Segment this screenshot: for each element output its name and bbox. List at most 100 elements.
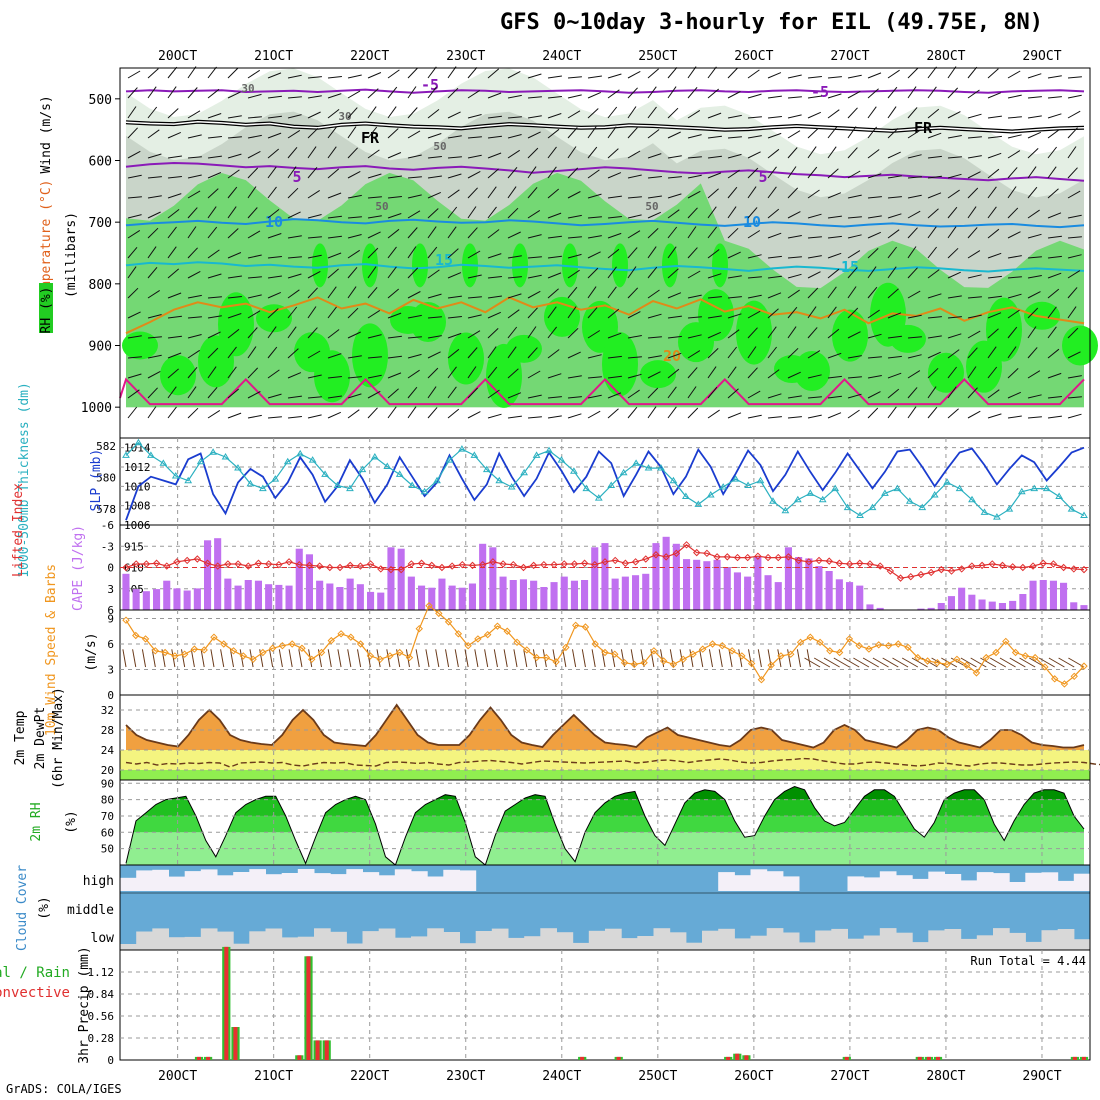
wind-barb — [239, 649, 244, 668]
temperature-contour — [125, 296, 1085, 335]
wind-barb — [127, 87, 138, 99]
wind-barb — [387, 355, 402, 359]
top-date-label: 23OCT — [446, 49, 485, 64]
li-point — [214, 562, 222, 570]
wind-barb — [527, 394, 542, 399]
cape-bar — [173, 588, 181, 610]
wind-barb — [207, 366, 217, 379]
wind-barb — [547, 212, 562, 219]
wind-barb — [347, 216, 362, 219]
wind-barb — [827, 109, 840, 119]
cape-bar — [265, 584, 273, 610]
wind-barb — [127, 196, 142, 199]
thickness-point — [1030, 484, 1039, 492]
wind-barb — [267, 275, 282, 279]
wind-speed-point — [659, 657, 668, 665]
wind-barb — [827, 412, 842, 419]
wind-barb — [787, 130, 801, 139]
wind-barb — [687, 247, 698, 259]
wind-barb — [647, 211, 662, 219]
wind-barb — [807, 95, 822, 99]
wind-speed-point — [757, 675, 766, 684]
wind-barb — [307, 270, 321, 279]
wind-barb — [907, 314, 922, 319]
wind-barb — [367, 72, 382, 79]
wind-barb — [387, 152, 402, 159]
wind-speed-point — [337, 630, 345, 638]
low-cloud-bar — [928, 930, 945, 950]
cape-bar — [703, 561, 711, 610]
wind-barb — [387, 335, 402, 339]
li-point — [142, 560, 151, 568]
wind-barb — [367, 106, 377, 119]
wind-barb — [967, 155, 982, 159]
rh-band-90 — [122, 331, 158, 360]
wind-barb — [464, 649, 469, 668]
thickness-point — [346, 484, 354, 492]
wind-barb — [967, 136, 982, 139]
axis-label: 10m Wind Speed & Barbs — [44, 564, 59, 736]
wind-barb — [407, 406, 417, 419]
wind-barb — [454, 649, 459, 668]
thickness-point — [657, 464, 665, 471]
wind-barb — [567, 214, 582, 219]
cape-bar — [947, 596, 955, 610]
rh-band-90 — [448, 332, 484, 385]
thickness-point — [756, 476, 765, 484]
thickness-point — [146, 451, 155, 458]
wind-barb — [827, 306, 837, 319]
cape-bar — [581, 580, 589, 610]
high-cloud-bar — [152, 869, 169, 891]
top-date-label: 28OCT — [926, 49, 965, 64]
wind-barb — [467, 66, 478, 79]
high-cloud-bar — [217, 875, 234, 891]
wind-barb — [167, 131, 182, 139]
wind-barb — [747, 151, 761, 159]
thickness-point — [370, 453, 379, 460]
wind-barb — [667, 209, 680, 219]
wind-barb — [487, 276, 502, 279]
high-cloud-bar — [734, 875, 751, 891]
low-cloud-bar — [427, 928, 444, 950]
wind-barb — [1007, 116, 1022, 119]
wind-barb — [1038, 657, 1055, 668]
high-cloud-bar — [233, 872, 250, 891]
precip-convective-bar — [297, 1055, 302, 1060]
wind-barb — [227, 252, 242, 259]
wind-barb — [487, 206, 497, 219]
wind-speed-point — [591, 640, 599, 648]
li-point — [326, 563, 334, 572]
wind-barb — [747, 346, 757, 359]
li-point — [580, 559, 589, 567]
y-tick-label: 0 — [107, 1054, 114, 1067]
wind-speed-point — [161, 648, 169, 657]
rh-line — [125, 785, 1085, 866]
wind-barb — [267, 72, 282, 79]
wind-barb — [867, 231, 882, 239]
wind-barb — [807, 350, 821, 359]
wind-barb — [527, 115, 542, 119]
wind-barb — [227, 153, 242, 159]
wind-barb — [707, 66, 717, 79]
wind-barb — [347, 331, 361, 339]
wind-barb — [247, 310, 261, 319]
wind-speed-point — [894, 640, 902, 648]
wind-barb — [767, 649, 772, 668]
cape-bar — [132, 589, 140, 610]
wind-barb — [367, 356, 382, 359]
wind-barb — [647, 371, 661, 379]
wind-barb — [787, 347, 799, 359]
wind-barb — [229, 649, 235, 668]
wind-barb — [287, 273, 302, 279]
bottom-date-label: 27OCT — [830, 1069, 869, 1084]
wind-barb — [927, 316, 942, 319]
thickness-point — [159, 459, 168, 466]
wind-barb — [1007, 255, 1022, 259]
temperature-contour — [125, 161, 1085, 182]
low-cloud-bar — [443, 932, 460, 950]
wind-barb — [667, 86, 677, 99]
wind-barb — [427, 86, 437, 99]
wind-barb — [787, 114, 802, 119]
li-point — [224, 560, 232, 568]
wind-speed-point — [542, 653, 551, 662]
